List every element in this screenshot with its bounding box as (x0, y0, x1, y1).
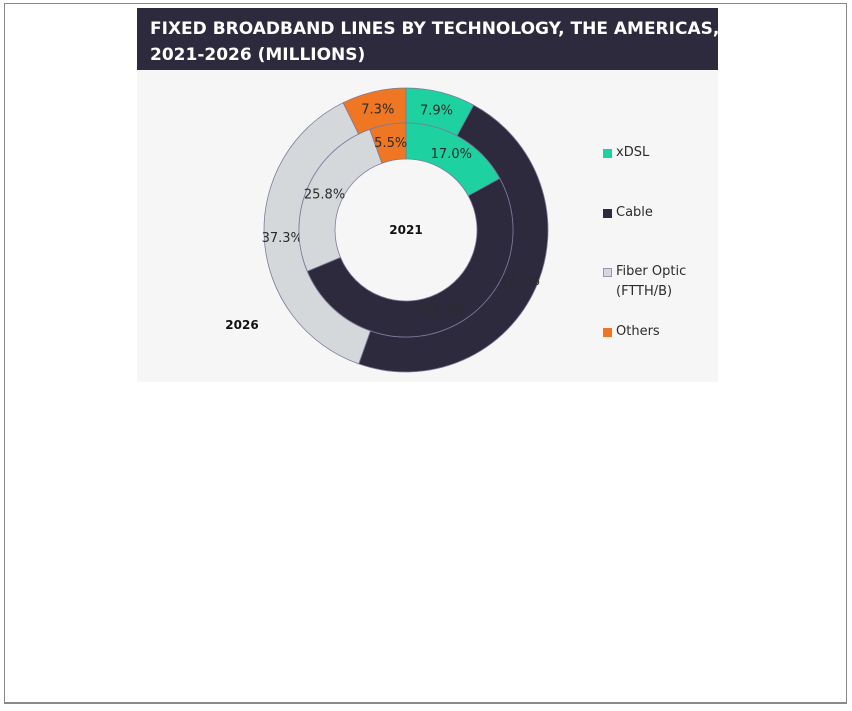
bottom-rule (4, 703, 847, 704)
data-label-2026-cable: 47.5% (499, 274, 540, 289)
legend-label-others: Others (616, 324, 660, 339)
legend-swatch-cable (603, 209, 612, 218)
legend-label-fiber-optic-ftth-b: Fiber Optic (FTTH/B) (616, 264, 687, 299)
page-frame (4, 3, 847, 703)
data-label-2021-others: 5.5% (374, 136, 407, 151)
series-label-2021: 2021 (389, 223, 422, 237)
legend-label-cable: Cable (616, 205, 653, 220)
legend-item-cable: Cable (603, 203, 706, 223)
legend-item-fiber-optic-ftth-b: Fiber Optic (FTTH/B) (603, 262, 706, 302)
legend: xDSL Cable Fiber Optic (FTTH/B) Others (603, 8, 718, 382)
legend-swatch-others (603, 328, 612, 337)
chart-title-line-2: 2021-2026 (MILLIONS) (150, 45, 366, 65)
data-label-2026-xdsl: 7.9% (420, 103, 453, 118)
chart-title: FIXED BROADBAND LINES BY TECHNOLOGY, THE… (137, 8, 720, 70)
legend-item-xdsl: xDSL (603, 143, 706, 163)
series-label-2026: 2026 (225, 318, 258, 332)
data-label-2021-cable: 51.7% (424, 304, 465, 319)
donut-chart: 7.9% 47.5% 37.3% 7.3% 17.0% 51.7% 25.8% 5.5% 202… (225, 87, 549, 373)
legend-label-xdsl: xDSL (616, 145, 650, 160)
slice-2021-others (369, 122, 407, 164)
slice-2021-cable (306, 177, 514, 338)
data-label-2021-xdsl: 17.0% (431, 147, 472, 162)
legend-swatch-fiber-optic-ftth-b (603, 268, 612, 277)
legend-item-others: Others (603, 322, 706, 342)
data-label-2026-fiber-optic-ftth-b: 37.3% (262, 231, 303, 246)
legend-swatch-xdsl (603, 149, 612, 158)
chart-title-line-1: FIXED BROADBAND LINES BY TECHNOLOGY, THE… (150, 19, 720, 39)
data-label-2026-others: 7.3% (361, 103, 394, 118)
chart-card: FIXED BROADBAND LINES BY TECHNOLOGY, THE… (137, 8, 720, 382)
data-label-2021-fiber-optic-ftth-b: 25.8% (304, 188, 345, 203)
